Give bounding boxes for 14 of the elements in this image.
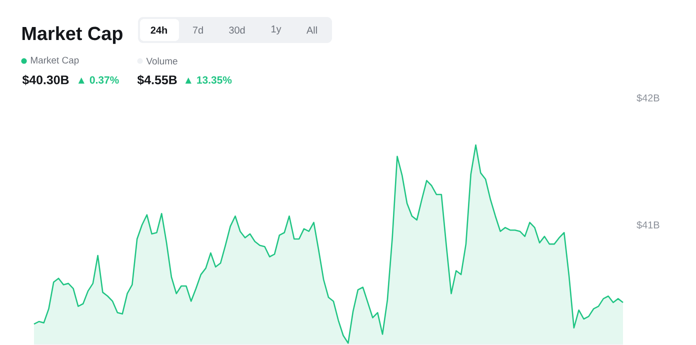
chart-title: Market Cap [22, 26, 122, 44]
text: $4.55B [137, 74, 177, 86]
text: $40.30B [22, 74, 69, 86]
text: All [306, 26, 317, 34]
y-tick-label: $42B [636, 94, 660, 102]
text: ▲ 0.37% [78, 76, 119, 84]
text: ▲ 13.35% [185, 76, 232, 84]
text: 30d [229, 26, 245, 34]
text: Volume [146, 58, 178, 64]
text: 1y [272, 26, 282, 34]
y-tick-label: $41B [636, 220, 660, 230]
text: 7d [192, 26, 203, 34]
text: 24h [150, 26, 167, 34]
legend-label: Market Cap [30, 56, 79, 66]
